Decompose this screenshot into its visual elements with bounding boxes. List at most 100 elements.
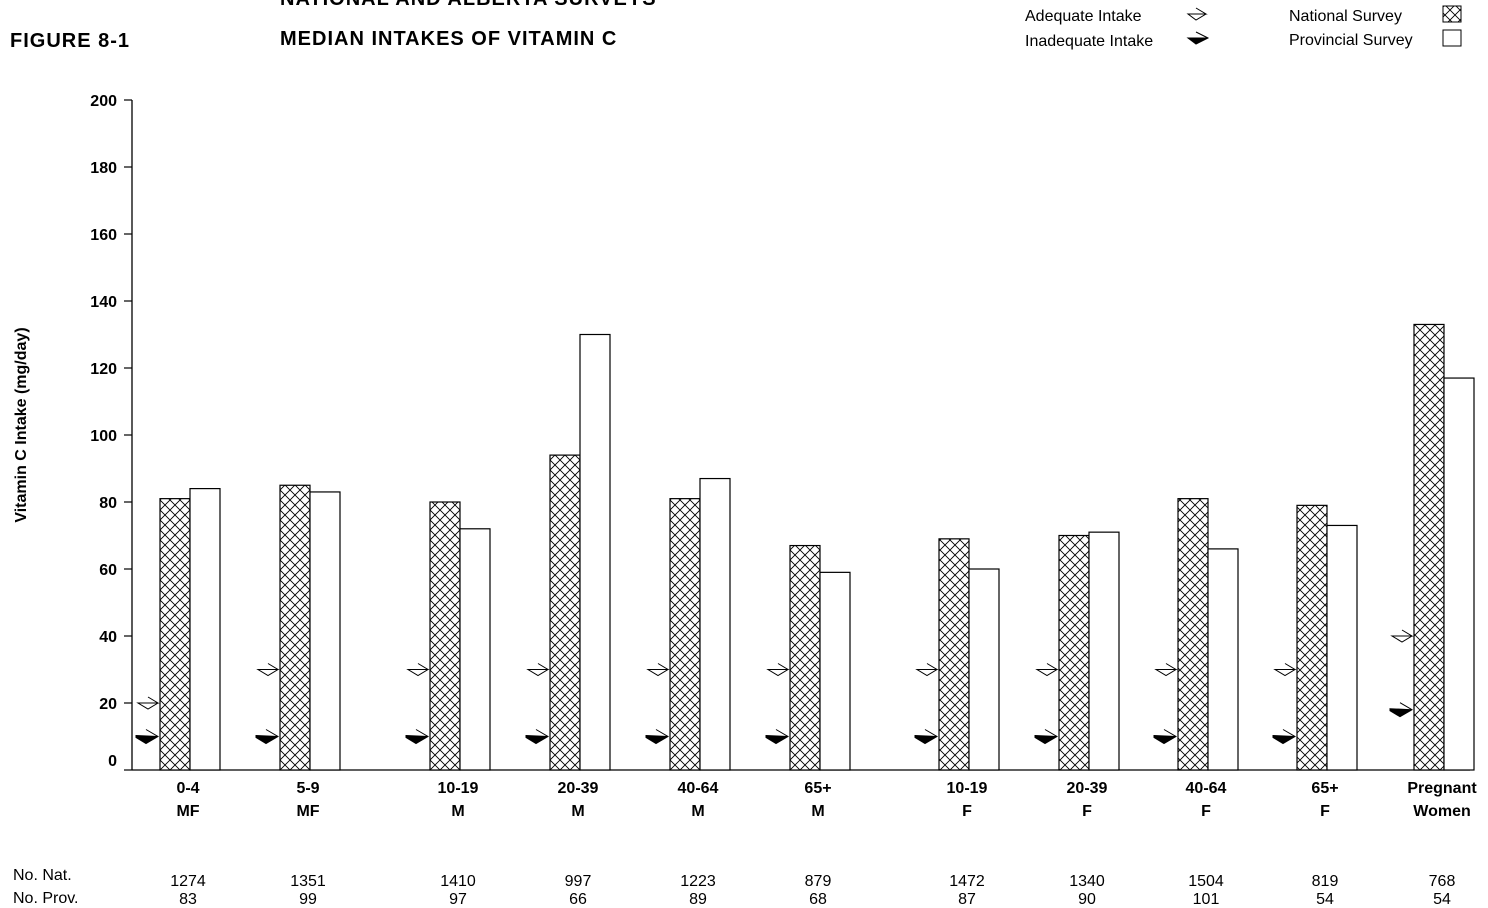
category-label-sex: M xyxy=(811,803,824,820)
sample-count-provincial: 54 xyxy=(1316,891,1334,908)
provincial-bar xyxy=(819,571,851,771)
chart-title-line1: NATIONAL AND ALBERTA SURVEYS xyxy=(280,0,657,11)
legend-national-swatch xyxy=(1442,5,1462,23)
legend-national-label: National Survey xyxy=(1289,8,1402,25)
y-axis-label: Vitamin C Intake (mg/day) xyxy=(13,327,30,522)
category-label-sex: M xyxy=(691,803,704,820)
provincial-bar xyxy=(1443,377,1475,771)
y-tick-label: 100 xyxy=(90,428,117,445)
category-label-group: 0-4 xyxy=(176,780,199,797)
inadequate-intake-arrow xyxy=(525,729,549,745)
y-tick-label: 80 xyxy=(99,495,117,512)
provincial-bar xyxy=(1088,531,1120,771)
legend-inadequate-arrow xyxy=(1186,31,1210,45)
adequate-intake-arrow xyxy=(1035,663,1059,677)
national-bar xyxy=(1296,504,1328,771)
legend-provincial-label: Provincial Survey xyxy=(1289,32,1413,49)
provincial-bar xyxy=(1326,524,1358,771)
sample-count-national: 1410 xyxy=(440,873,476,890)
sample-count-national: 819 xyxy=(1312,873,1339,890)
category-labels: 0-4 MF 5-9 MF 10-19 M 20-39 M 40-64 M 65+ M 10-19 F 20… xyxy=(176,780,1477,820)
sample-count-provincial: 97 xyxy=(449,891,467,908)
adequate-intake-arrow xyxy=(646,663,670,677)
adequate-intake-arrow xyxy=(915,663,939,677)
category-label-sex: M xyxy=(571,803,584,820)
category-label-group: 65+ xyxy=(804,780,831,797)
sample-count-provincial: 90 xyxy=(1078,891,1096,908)
sample-count-provincial: 66 xyxy=(569,891,587,908)
sample-count-provincial: 101 xyxy=(1193,891,1220,908)
inadequate-intake-arrow xyxy=(1034,729,1058,745)
sample-count-provincial: 99 xyxy=(299,891,317,908)
adequate-intake-arrow xyxy=(406,663,430,677)
category-label-sex: F xyxy=(1082,803,1092,820)
national-bar xyxy=(429,501,461,771)
y-tick-label: 140 xyxy=(90,294,117,311)
national-bar xyxy=(1413,323,1445,771)
sample-count-national: 997 xyxy=(565,873,592,890)
adequate-intake-arrow xyxy=(1273,663,1297,677)
sample-count-provincial: 83 xyxy=(179,891,197,908)
inadequate-intake-arrow xyxy=(1272,729,1296,745)
category-label-group: 10-19 xyxy=(438,780,479,797)
sample-count-national: 768 xyxy=(1429,873,1456,890)
provincial-bar xyxy=(459,528,491,771)
inadequate-intake-arrow xyxy=(1389,702,1413,718)
adequate-intake-arrow xyxy=(766,663,790,677)
category-label-group: 20-39 xyxy=(558,780,599,797)
national-bar xyxy=(669,498,701,771)
sample-count-provincial: 54 xyxy=(1433,891,1451,908)
inadequate-intake-arrow xyxy=(135,729,159,745)
category-label-sex: MF xyxy=(176,803,199,820)
category-label-sex: F xyxy=(962,803,972,820)
provincial-bar xyxy=(189,488,221,771)
sample-count-national: 1340 xyxy=(1069,873,1105,890)
category-label-group: 10-19 xyxy=(947,780,988,797)
legend-inadequate-label: Inadequate Intake xyxy=(1025,33,1154,50)
category-label-sex: Women xyxy=(1413,803,1470,820)
provincial-bar xyxy=(579,333,611,771)
sample-count-national: 1504 xyxy=(1188,873,1224,890)
category-label-group: 40-64 xyxy=(1186,780,1227,797)
y-tick-label: 200 xyxy=(90,93,117,110)
category-label-sex: F xyxy=(1320,803,1330,820)
national-bar xyxy=(549,454,581,771)
adequate-intake-arrow xyxy=(526,663,550,677)
provincial-bar xyxy=(699,477,731,771)
legend-adequate-arrow xyxy=(1186,7,1208,21)
bars xyxy=(159,323,1475,771)
inadequate-intake-arrow xyxy=(765,729,789,745)
category-label-group: 65+ xyxy=(1311,780,1338,797)
intake-markers xyxy=(135,629,1414,745)
sample-count-national: 879 xyxy=(805,873,832,890)
adequate-intake-arrow xyxy=(1154,663,1178,677)
category-label-group: 40-64 xyxy=(678,780,719,797)
sample-count-provincial: 87 xyxy=(958,891,976,908)
national-bar xyxy=(159,498,191,771)
national-bar xyxy=(938,538,970,771)
sample-count-provincial: 68 xyxy=(809,891,827,908)
adequate-intake-arrow xyxy=(256,663,280,677)
inadequate-intake-arrow xyxy=(405,729,429,745)
national-bar xyxy=(789,544,821,771)
figure-label: FIGURE 8-1 xyxy=(10,30,131,52)
inadequate-intake-arrow xyxy=(255,729,279,745)
y-tick-label: 60 xyxy=(99,562,117,579)
sample-count-national: 1351 xyxy=(290,873,326,890)
y-tick-label: 180 xyxy=(90,160,117,177)
inadequate-intake-arrow xyxy=(914,729,938,745)
sample-row-label-national: No. Nat. xyxy=(13,867,72,884)
provincial-bar xyxy=(968,568,1000,771)
y-tick-label: 40 xyxy=(99,629,117,646)
sample-count-national: 1223 xyxy=(680,873,716,890)
provincial-bar xyxy=(309,491,341,771)
inadequate-intake-arrow xyxy=(645,729,669,745)
sample-count-national: 1274 xyxy=(170,873,206,890)
chart-title-line2: MEDIAN INTAKES OF VITAMIN C xyxy=(280,28,618,50)
sample-count-national: 1472 xyxy=(949,873,985,890)
inadequate-intake-arrow xyxy=(1153,729,1177,745)
adequate-intake-arrow xyxy=(136,696,160,710)
legend-provincial-swatch xyxy=(1442,29,1462,47)
y-tick-label: 160 xyxy=(90,227,117,244)
